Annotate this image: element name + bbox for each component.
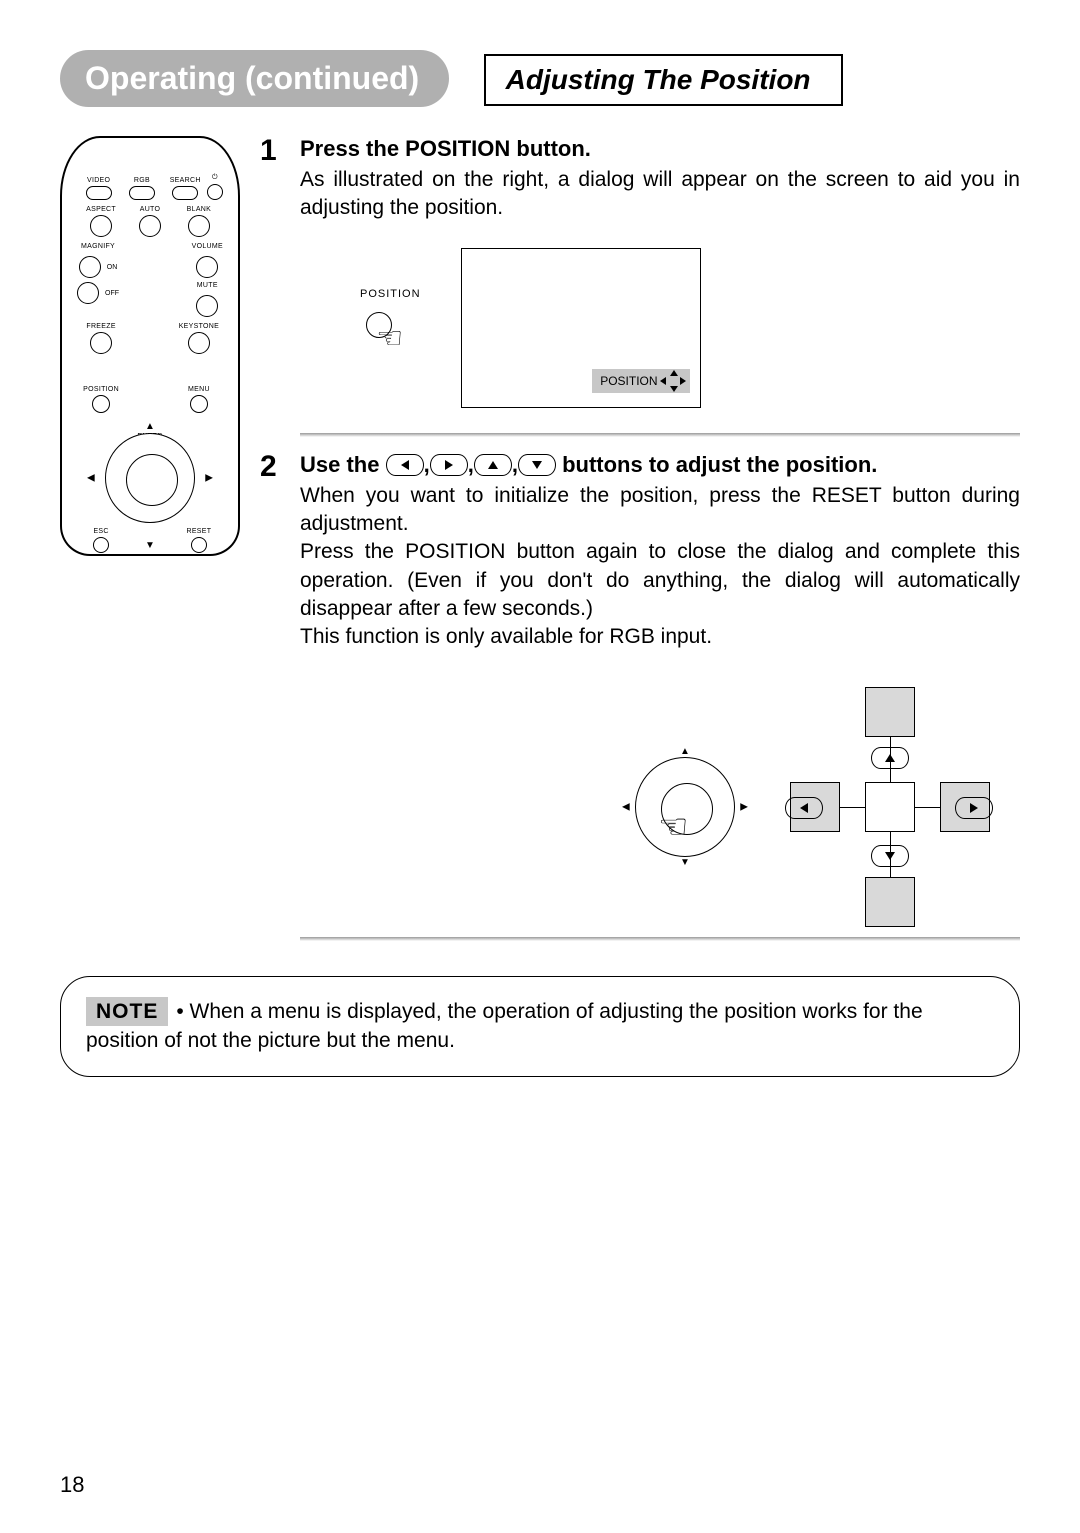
step2-body: When you want to initialize the position… xyxy=(300,482,1020,652)
section-title: Adjusting The Position xyxy=(506,64,811,96)
note-box: NOTE• When a menu is displayed, the oper… xyxy=(60,976,1020,1077)
chapter-title: Operating (continued) xyxy=(60,50,449,107)
step1-body: As illustrated on the right, a dialog wi… xyxy=(300,166,1020,223)
hand-icon: ☜ xyxy=(658,807,688,847)
step-2: 2 Use the ,,, buttons to adjust the posi… xyxy=(260,452,1020,941)
up-arrow-icon xyxy=(474,454,512,476)
right-arrow-icon xyxy=(430,454,468,476)
screen-preview: POSITION xyxy=(461,248,701,408)
hand-icon: ☜ xyxy=(376,324,403,354)
section-title-box: Adjusting The Position xyxy=(484,54,843,106)
step-number: 1 xyxy=(260,136,285,437)
position-indicator: POSITION xyxy=(592,369,689,393)
remote-control-diagram: VIDEO RGB SEARCH ⏻ ASPECT AUTO BLANK MAG… xyxy=(60,136,240,556)
down-arrow-icon xyxy=(518,454,556,476)
step-1: 1 Press the POSITION button. As illustra… xyxy=(260,136,1020,437)
step2-illustration: ▲ ▼ ◀ ▶ ☜ xyxy=(300,687,990,927)
step2-heading: Use the ,,, buttons to adjust the positi… xyxy=(300,452,1020,478)
quad-arrow-icon xyxy=(664,372,682,390)
page-number: 18 xyxy=(60,1472,84,1498)
left-arrow-icon xyxy=(386,454,424,476)
step1-illustration: POSITION ☜ POSITION xyxy=(360,248,1020,408)
note-text: • When a menu is displayed, the operatio… xyxy=(86,1000,923,1052)
note-tag: NOTE xyxy=(86,997,168,1026)
step1-heading: Press the POSITION button. xyxy=(300,136,1020,162)
step-number: 2 xyxy=(260,452,285,941)
